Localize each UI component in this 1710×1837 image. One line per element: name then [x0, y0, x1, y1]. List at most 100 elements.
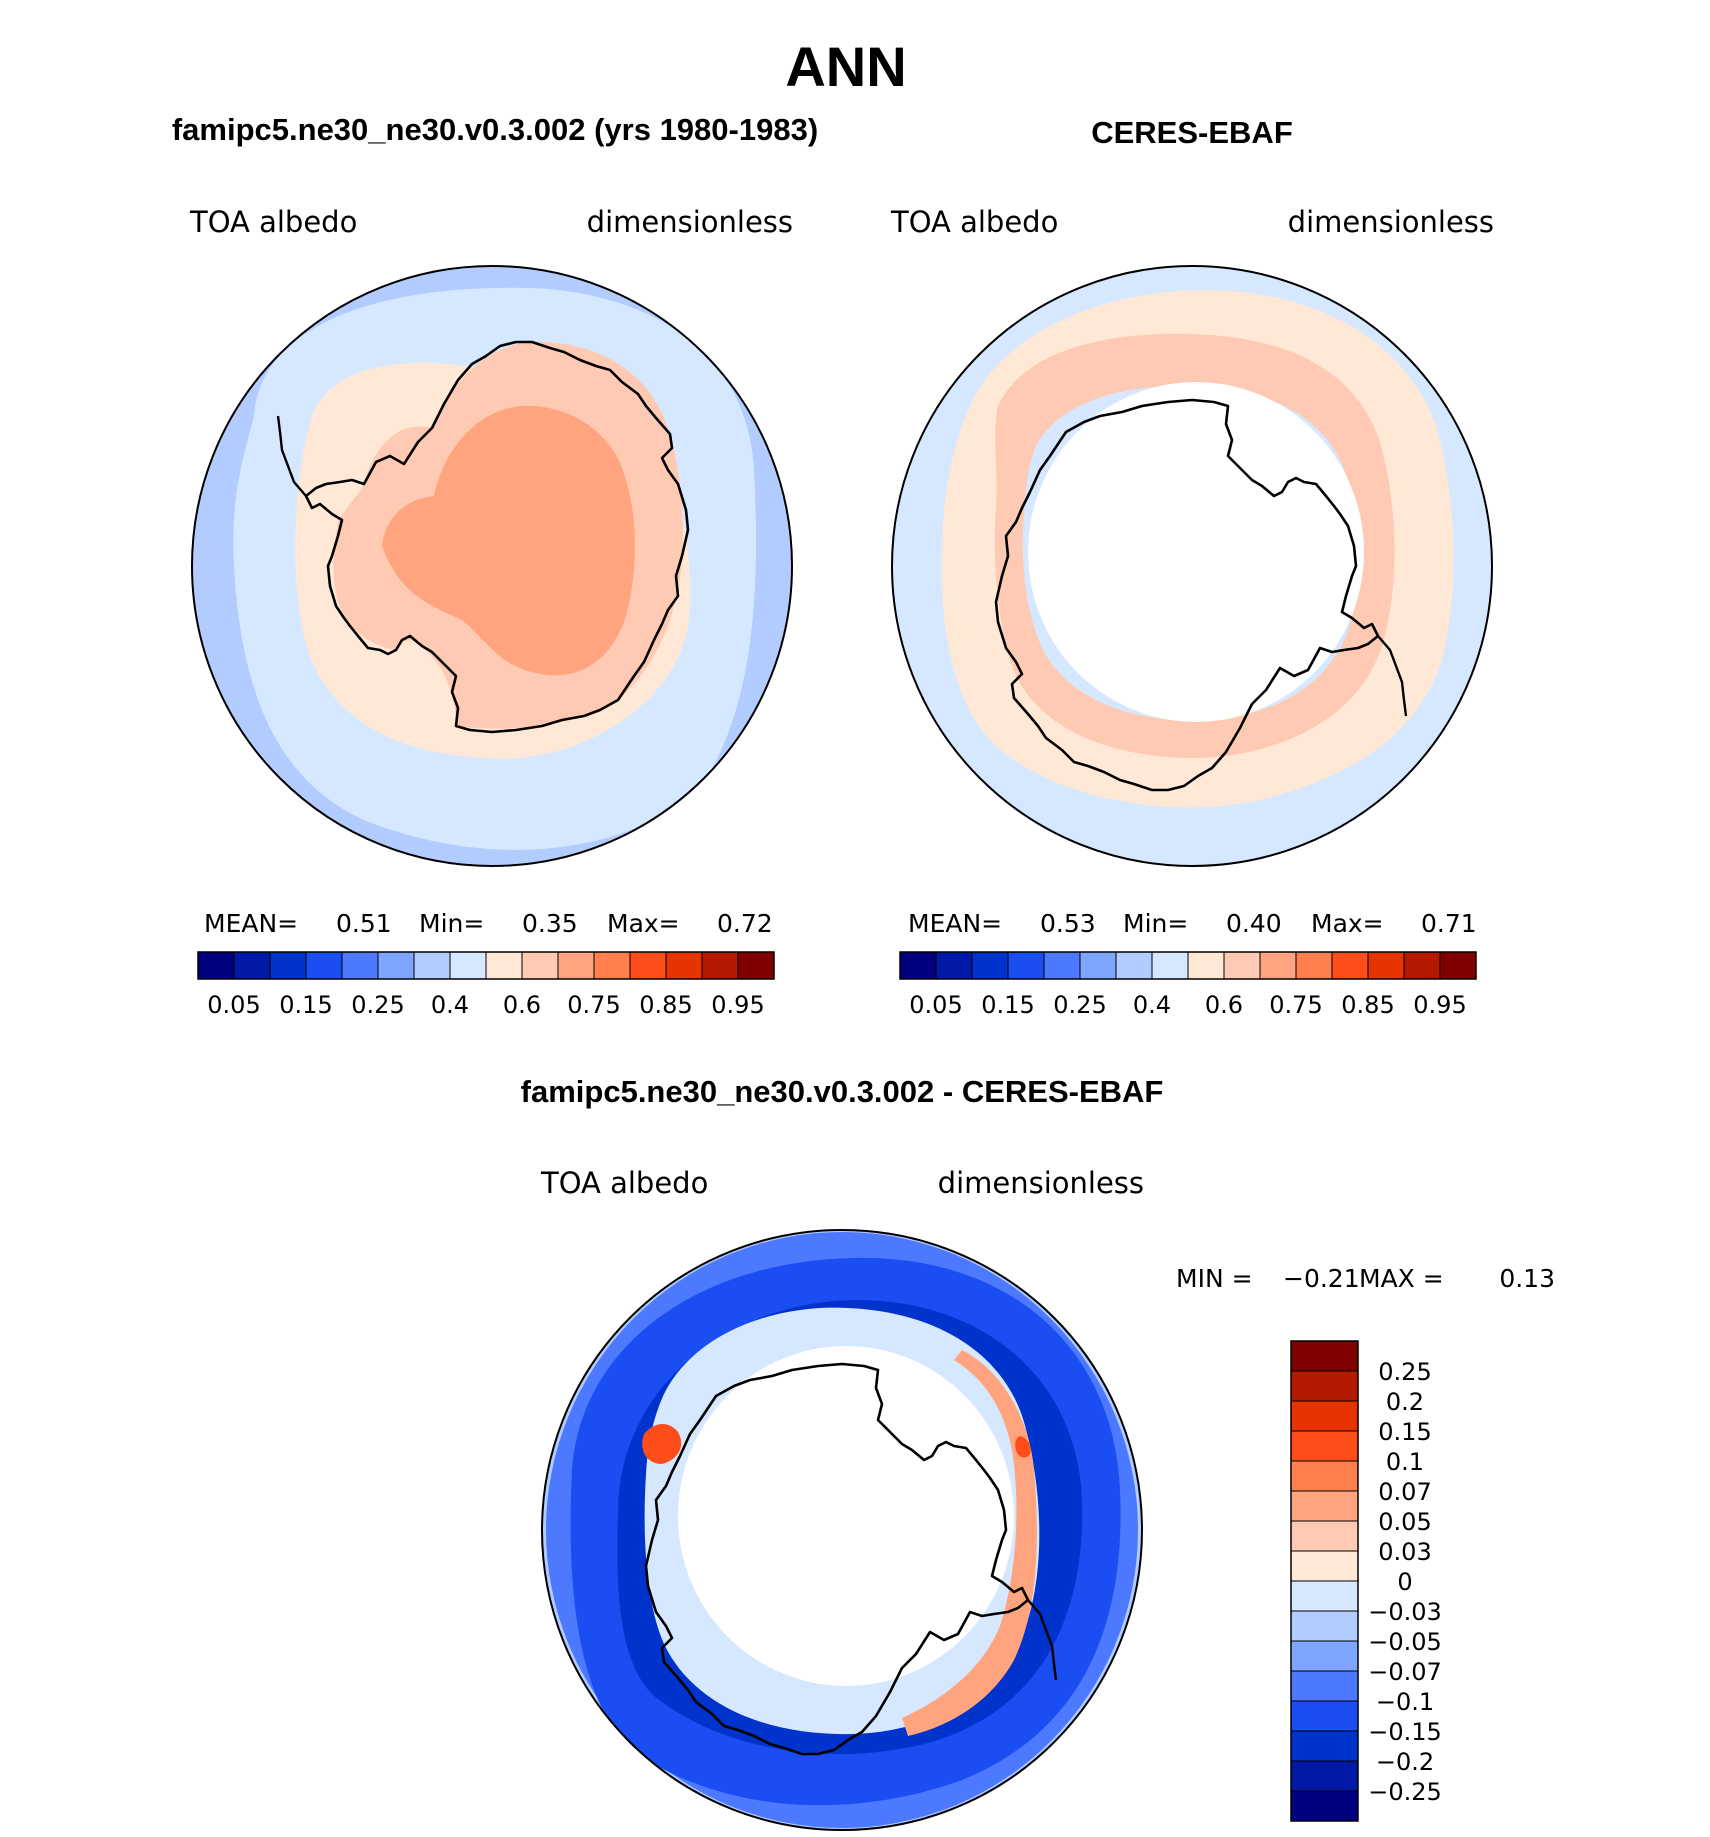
colorbar-swatch — [1367, 951, 1405, 980]
colorbar-swatch — [1290, 1760, 1359, 1792]
colorbar-swatch — [1259, 951, 1297, 980]
panel-model-min-label: Min= — [419, 909, 484, 938]
panel-diff-max-value: 0.13 — [1499, 1264, 1555, 1293]
panel-obs-min-label: Min= — [1123, 909, 1188, 938]
colorbar-tick-label: 0.15 — [279, 991, 332, 1019]
panel-model-map — [191, 265, 793, 867]
colorbar-swatch — [305, 951, 343, 980]
colorbar-swatch — [1290, 1580, 1359, 1612]
colorbar-tick-label: 0.75 — [1269, 991, 1322, 1019]
colorbar-tick-label: 0.05 — [909, 991, 962, 1019]
colorbar-swatch — [1290, 1610, 1359, 1642]
panel-obs-max-label: Max= — [1311, 909, 1384, 938]
panel-obs-min-value: 0.40 — [1226, 909, 1282, 938]
colorbar-tick-label: 0.2 — [1386, 1388, 1424, 1416]
panel-model-max-label: Max= — [607, 909, 680, 938]
colorbar-frame — [1290, 1340, 1359, 1822]
colorbar-tick-label: 0.25 — [351, 991, 404, 1019]
colorbar-tick-label: −0.07 — [1368, 1658, 1442, 1686]
panel-model-variable-label: TOA albedo — [189, 205, 357, 239]
colorbar-swatch — [1290, 1430, 1359, 1462]
field-peninsula-positive — [642, 1424, 682, 1464]
panel-obs-title: CERES-EBAF — [1091, 115, 1293, 150]
panel-diff-variable-label: TOA albedo — [540, 1166, 708, 1200]
field-coastal-positive — [902, 1350, 1037, 1736]
panel-obs-colorbar: 0.05 0.15 0.25 0.4 0.6 0.75 0.85 0.95 — [899, 951, 1477, 1019]
map-border — [891, 265, 1493, 867]
colorbar-swatch — [1115, 951, 1153, 980]
panel-obs: CERES-EBAF TOA albedo dimensionless MEAN… — [890, 115, 1494, 1019]
panel-diff-units-label: dimensionless — [938, 1166, 1144, 1200]
panel-diff-map — [541, 1229, 1143, 1831]
panel-obs-mean-label: MEAN= — [908, 909, 1002, 938]
panel-model: famipc5.ne30_ne30.v0.3.002 (yrs 1980-198… — [172, 112, 818, 1019]
colorbar-swatch — [971, 951, 1009, 980]
panel-obs-units-label: dimensionless — [1288, 205, 1494, 239]
panel-diff-title: famipc5.ne30_ne30.v0.3.002 - CERES-EBAF — [521, 1074, 1164, 1109]
panel-obs-map — [891, 265, 1493, 867]
colorbar-tick-label: 0 — [1397, 1568, 1412, 1596]
panel-model-title: famipc5.ne30_ne30.v0.3.002 (yrs 1980-198… — [172, 112, 818, 147]
panel-diff-colorbar: 0.250.20.150.10.070.050.030−0.03−0.05−0.… — [1290, 1340, 1442, 1822]
panel-diff-stats: MIN = −0.21 MAX = 0.13 — [1176, 1264, 1555, 1293]
panel-model-mean-label: MEAN= — [204, 909, 298, 938]
field-missing-data — [678, 1346, 1014, 1686]
field-inner-belt — [994, 333, 1395, 758]
colorbar-tick-label: 0.15 — [1378, 1418, 1431, 1446]
panel-obs-mean-value: 0.53 — [1040, 909, 1096, 938]
panel-diff-min-value: −0.21 — [1283, 1264, 1360, 1293]
panel-obs-variable-label: TOA albedo — [890, 205, 1058, 239]
colorbar-swatch — [1290, 1670, 1359, 1702]
colorbar-tick-label: 0.95 — [711, 991, 764, 1019]
colorbar-swatch — [1079, 951, 1117, 980]
field-east-positive — [1015, 1436, 1031, 1458]
colorbar-tick-label: 0.85 — [639, 991, 692, 1019]
colorbar-swatch — [629, 951, 667, 980]
colorbar-tick-label: 0.85 — [1341, 991, 1394, 1019]
coastline — [994, 398, 1380, 792]
panel-obs-stats: MEAN= 0.53 Min= 0.40 Max= 0.71 — [908, 909, 1477, 938]
colorbar-tick-label: −0.2 — [1376, 1748, 1434, 1776]
map-border — [191, 265, 793, 867]
coastline — [304, 340, 690, 734]
colorbar-tick-label: 0.1 — [1386, 1448, 1424, 1476]
colorbar-swatch — [701, 951, 739, 980]
colorbar-swatch — [1290, 1460, 1359, 1492]
colorbar-tick-label: 0.25 — [1053, 991, 1106, 1019]
panel-obs-max-value: 0.71 — [1421, 909, 1477, 938]
colorbar-tick-label: −0.1 — [1376, 1688, 1434, 1716]
colorbar-swatch — [1295, 951, 1333, 980]
colorbar-swatch — [1290, 1790, 1359, 1822]
colorbar-swatch — [269, 951, 307, 980]
colorbar-frame — [899, 951, 1477, 980]
colorbar-tick-label: 0.6 — [503, 991, 541, 1019]
colorbar-swatch — [233, 951, 271, 980]
colorbar-tick-label: 0.03 — [1378, 1538, 1431, 1566]
colorbar-swatch — [1290, 1400, 1359, 1432]
colorbar-swatch — [1290, 1730, 1359, 1762]
colorbar-swatch — [1290, 1340, 1359, 1372]
colorbar-tick-label: 0.6 — [1205, 991, 1243, 1019]
map-border — [541, 1229, 1143, 1831]
colorbar-swatch — [1007, 951, 1045, 980]
colorbar-swatch — [413, 951, 451, 980]
colorbar-swatch — [1187, 951, 1225, 980]
colorbar-swatch — [557, 951, 595, 980]
colorbar-tick-label: 0.75 — [567, 991, 620, 1019]
colorbar-swatch — [1290, 1700, 1359, 1732]
colorbar-tick-label: −0.25 — [1368, 1778, 1442, 1806]
panel-model-max-value: 0.72 — [717, 909, 773, 938]
panel-model-stats: MEAN= 0.51 Min= 0.35 Max= 0.72 — [204, 909, 773, 938]
panel-model-colorbar: 0.05 0.15 0.25 0.4 0.6 0.75 0.85 0.95 — [197, 951, 775, 1019]
colorbar-swatch — [1403, 951, 1441, 980]
colorbar-tick-label: 0.07 — [1378, 1478, 1431, 1506]
colorbar-tick-label: −0.05 — [1368, 1628, 1442, 1656]
colorbar-swatch — [593, 951, 631, 980]
peninsula-tip — [1377, 635, 1408, 717]
colorbar-swatch — [1290, 1520, 1359, 1552]
colorbar-tick-label: 0.05 — [207, 991, 260, 1019]
panel-diff-max-label: MAX = — [1359, 1264, 1444, 1293]
colorbar-swatch — [899, 951, 937, 980]
colorbar-tick-label: 0.4 — [1133, 991, 1171, 1019]
colorbar-swatch — [521, 951, 559, 980]
